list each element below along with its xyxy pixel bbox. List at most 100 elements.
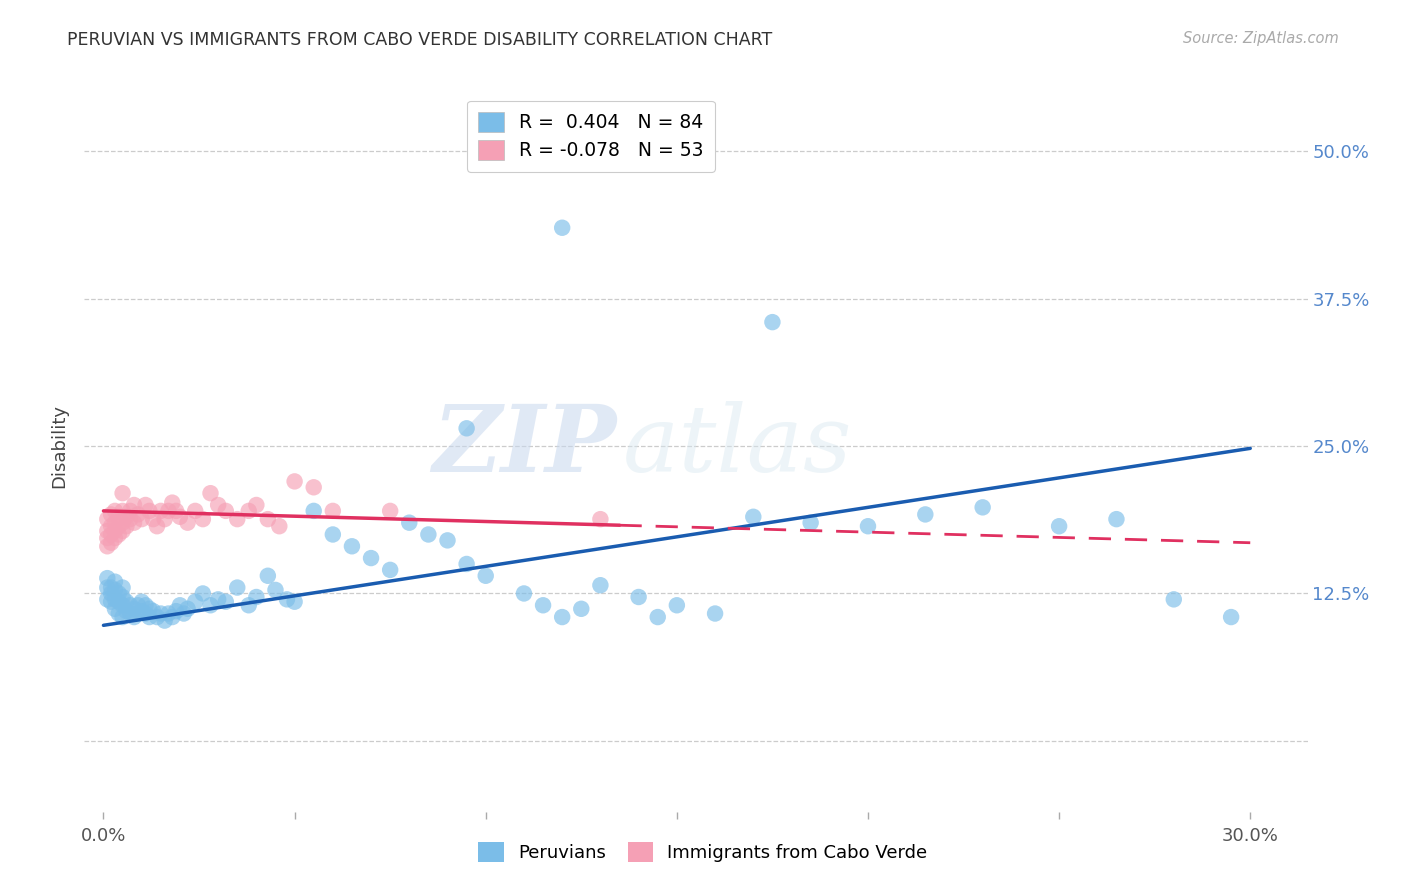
Point <box>215 504 238 518</box>
Point <box>127 607 149 621</box>
Point <box>157 504 180 518</box>
Point <box>131 604 153 618</box>
Point <box>120 504 142 518</box>
Point <box>456 557 478 571</box>
Point <box>245 590 267 604</box>
Point <box>104 531 127 545</box>
Point <box>135 607 157 621</box>
Point <box>100 595 122 609</box>
Point <box>627 590 650 604</box>
Point <box>138 602 160 616</box>
Point <box>115 604 138 618</box>
Point <box>107 527 129 541</box>
Point <box>162 495 184 509</box>
Point <box>104 592 127 607</box>
Point <box>569 602 592 616</box>
Point <box>100 535 122 549</box>
Point <box>169 509 191 524</box>
Point <box>284 475 307 489</box>
Point <box>122 602 145 616</box>
Point <box>149 607 172 621</box>
Point <box>200 599 222 613</box>
Point <box>96 531 118 545</box>
Point <box>226 581 249 595</box>
Point <box>146 519 169 533</box>
Point <box>302 504 325 518</box>
Point <box>107 509 129 524</box>
Point <box>238 599 260 613</box>
Point <box>647 610 669 624</box>
Point <box>153 614 176 628</box>
Point <box>761 315 783 329</box>
Point <box>135 599 157 613</box>
Point <box>704 607 727 621</box>
Point <box>120 607 142 621</box>
Point <box>257 568 280 582</box>
Point <box>322 504 344 518</box>
Point <box>115 595 138 609</box>
Point <box>169 599 191 613</box>
Point <box>226 512 249 526</box>
Point <box>138 504 160 518</box>
Point <box>191 512 214 526</box>
Point <box>111 599 134 613</box>
Point <box>100 586 122 600</box>
Point <box>474 568 496 582</box>
Point <box>1047 519 1070 533</box>
Point <box>146 610 169 624</box>
Point <box>200 486 222 500</box>
Point <box>120 512 142 526</box>
Point <box>176 516 198 530</box>
Point <box>111 524 134 538</box>
Point <box>111 581 134 595</box>
Point <box>589 512 612 526</box>
Point <box>284 595 307 609</box>
Point <box>551 220 574 235</box>
Point <box>104 574 127 589</box>
Point <box>215 595 238 609</box>
Point <box>96 539 118 553</box>
Point <box>157 607 180 621</box>
Point <box>100 508 122 522</box>
Point <box>238 504 260 518</box>
Point <box>162 610 184 624</box>
Text: Source: ZipAtlas.com: Source: ZipAtlas.com <box>1182 31 1339 46</box>
Point <box>104 524 127 538</box>
Point <box>914 508 936 522</box>
Point <box>165 504 187 518</box>
Point <box>302 480 325 494</box>
Point <box>800 516 823 530</box>
Point <box>111 516 134 530</box>
Point <box>436 533 458 548</box>
Point <box>1163 592 1185 607</box>
Point <box>100 527 122 541</box>
Legend: Peruvians, Immigrants from Cabo Verde: Peruvians, Immigrants from Cabo Verde <box>471 835 935 870</box>
Point <box>104 602 127 616</box>
Point <box>972 500 994 515</box>
Point <box>131 512 153 526</box>
Point <box>513 586 536 600</box>
Point <box>96 581 118 595</box>
Point <box>127 599 149 613</box>
Point <box>276 592 298 607</box>
Point <box>856 519 879 533</box>
Point <box>380 504 402 518</box>
Point <box>107 595 129 609</box>
Point <box>176 602 198 616</box>
Point <box>380 563 402 577</box>
Point <box>120 599 142 613</box>
Point <box>104 582 127 597</box>
Point <box>456 421 478 435</box>
Point <box>127 508 149 522</box>
Point <box>1220 610 1243 624</box>
Point <box>184 595 207 609</box>
Point <box>257 512 280 526</box>
Point <box>115 509 138 524</box>
Point <box>111 504 134 518</box>
Point <box>340 539 363 553</box>
Point <box>551 610 574 624</box>
Point <box>142 512 165 526</box>
Point <box>96 571 118 585</box>
Point <box>115 519 138 533</box>
Point <box>589 578 612 592</box>
